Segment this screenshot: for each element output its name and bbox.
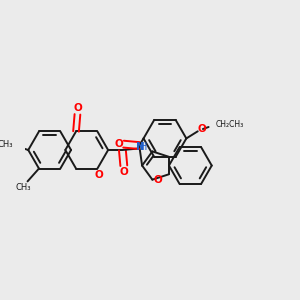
Text: O: O (94, 170, 103, 180)
Text: O: O (73, 103, 82, 113)
Text: O: O (119, 167, 128, 177)
Text: O: O (153, 175, 162, 185)
Text: O: O (197, 124, 206, 134)
Text: CH₂CH₃: CH₂CH₃ (216, 120, 244, 129)
Text: N: N (136, 142, 145, 152)
Text: O: O (114, 139, 123, 148)
Text: CH₃: CH₃ (16, 183, 31, 192)
Text: CH₃: CH₃ (0, 140, 13, 149)
Text: H: H (140, 142, 147, 152)
